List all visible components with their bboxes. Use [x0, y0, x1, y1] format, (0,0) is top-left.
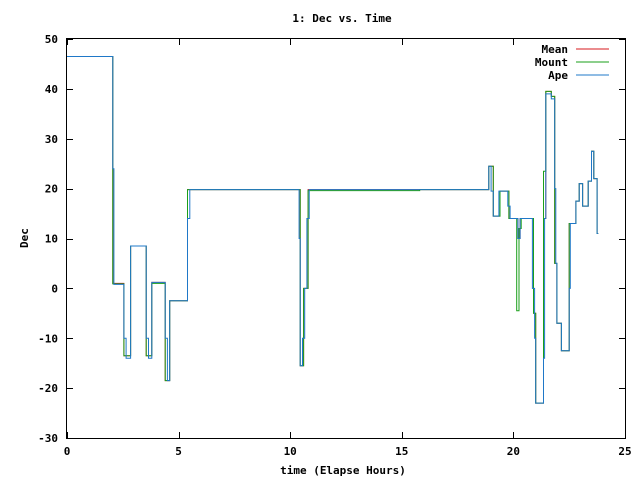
y-tick-label: -10 [38, 332, 58, 345]
x-tick-label: 5 [175, 445, 182, 458]
y-tick-label: 40 [45, 83, 58, 96]
y-tick-label: -20 [38, 382, 58, 395]
x-axis: 0 5 10 15 20 25 [64, 39, 632, 458]
chart-title: 1: Dec vs. Time [292, 12, 392, 25]
series-line-mount [67, 56, 599, 404]
x-tick-label: 15 [395, 445, 408, 458]
x-tick-label: 0 [64, 445, 71, 458]
x-tick-label: 20 [507, 445, 520, 458]
y-tick-label: 0 [51, 282, 58, 295]
y-axis-label: Dec [18, 228, 31, 248]
series-layer [67, 56, 599, 404]
series-line-ape [67, 56, 599, 404]
y-axis: -30 -20 -10 0 10 20 30 40 50 [38, 33, 625, 445]
x-axis-label: time (Elapse Hours) [280, 464, 406, 477]
x-tick-label: 25 [618, 445, 631, 458]
y-tick-label: 50 [45, 33, 58, 46]
legend-label: Ape [548, 69, 568, 82]
y-tick-label: 10 [45, 233, 58, 246]
y-tick-label: 20 [45, 183, 58, 196]
plot-frame [66, 38, 626, 439]
x-tick-label: 10 [284, 445, 297, 458]
legend-label: Mount [535, 56, 568, 69]
y-tick-label: 30 [45, 133, 58, 146]
y-tick-label: -30 [38, 432, 58, 445]
legend-label: Mean [542, 43, 569, 56]
